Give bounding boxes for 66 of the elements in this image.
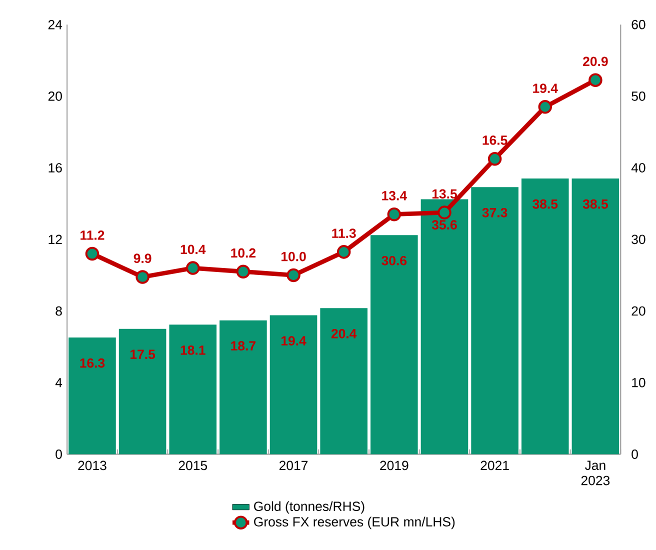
data-label: 38.5 [532,200,558,209]
y2-tick-label: 50 [632,92,646,102]
point [286,268,300,282]
point [236,264,250,279]
y2-tick-label: 60 [632,20,646,30]
point [85,247,100,261]
data-label: 20.4 [331,329,357,339]
bar [521,178,569,454]
y-tick-label: 0 [56,450,62,460]
bar [572,178,620,454]
data-label: 38.5 [582,200,608,209]
y-tick-label: 24 [48,20,62,30]
bar [420,200,468,454]
data-label: 10.0 [281,252,306,262]
legend-label: Gold (tonnes/RHS) [254,502,364,514]
bar [320,308,368,454]
data-label: 10.2 [231,248,256,258]
data-label: 19.4 [281,336,306,346]
data-label: 10.4 [180,244,206,254]
bar [169,324,217,454]
point [387,208,402,222]
data-label: 35.6 [432,220,457,230]
data-label: 17.5 [130,350,156,360]
x-tick-label: 2021 [480,461,509,470]
bar [270,316,318,454]
data-label: 11.2 [80,230,104,240]
data-label: 13.5 [432,189,457,199]
point [488,152,502,166]
y2-tick-label: 0 [632,450,638,460]
y2-tick-label: 30 [632,234,646,244]
y2-tick-label: 10 [632,378,646,388]
data-label: 16.3 [80,358,105,368]
point [186,261,200,276]
data-label: 20.9 [583,56,608,66]
data-label: 9.9 [134,254,152,264]
x-tick-label: 2013 [78,461,106,470]
y-tick-label: 16 [48,163,62,173]
bar [370,235,418,454]
bar [118,329,166,454]
y-tick-label: 12 [48,234,62,244]
data-label: 13.4 [382,191,407,201]
y-tick-label: 20 [48,92,62,102]
data-label: 18.7 [231,341,256,351]
data-label: 30.6 [382,256,407,266]
data-label: 18.1 [180,346,206,356]
point [136,270,150,284]
data-label: 19.4 [533,84,558,94]
data-label: 11.3 [332,228,356,238]
point [438,206,452,220]
x-tick-label: 2015 [178,461,208,470]
y-tick-label: 8 [56,306,62,316]
data-label: 16.5 [482,136,508,146]
point [588,73,602,88]
x-tick-label: 2019 [380,461,408,470]
point [538,100,552,114]
bar [220,320,267,454]
y2-tick-label: 40 [631,163,646,173]
y-tick-label: 4 [55,378,62,388]
x-tick-label: Jan 2023 [581,461,610,486]
y2-tick-label: 20 [632,306,646,316]
bar [471,187,518,454]
data-label: 37.3 [482,208,508,218]
bar [68,338,116,454]
legend-label: Gross FX reserves (EUR mn/LHS) [254,516,455,530]
point [336,245,351,260]
x-tick-label: 2017 [279,461,308,470]
